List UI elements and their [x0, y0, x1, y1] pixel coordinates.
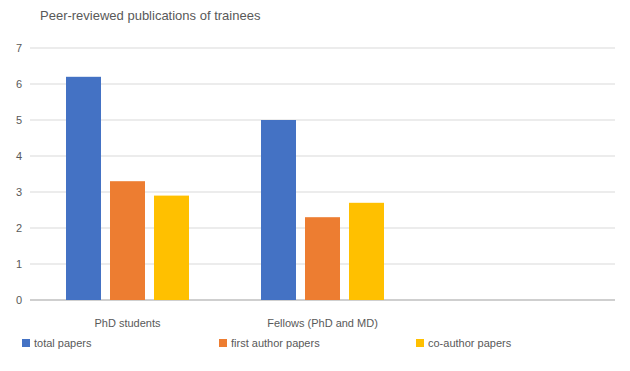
- y-tick-label: 2: [16, 222, 22, 234]
- bar: [349, 203, 384, 300]
- y-tick-label: 7: [16, 42, 22, 54]
- y-tick-label: 4: [16, 150, 22, 162]
- legend-swatch: [219, 339, 227, 347]
- chart-title: Peer-reviewed publications of trainees: [40, 8, 261, 23]
- y-tick-label: 3: [16, 186, 22, 198]
- y-tick-label: 1: [16, 258, 22, 270]
- legend-label: first author papers: [231, 337, 320, 349]
- legend-label: co-author papers: [428, 337, 512, 349]
- y-tick-label: 0: [16, 294, 22, 306]
- bar: [261, 120, 296, 300]
- legend-swatch: [416, 339, 424, 347]
- grid-line: [30, 120, 615, 121]
- bar: [66, 77, 101, 300]
- chart-container: Peer-reviewed publications of trainees 0 1…: [0, 0, 630, 371]
- chart-svg: Peer-reviewed publications of trainees 0 1…: [0, 0, 630, 371]
- bar: [110, 181, 145, 300]
- y-tick-label: 5: [16, 114, 22, 126]
- bar: [154, 196, 189, 300]
- legend-swatch: [22, 339, 30, 347]
- grid-line: [30, 48, 615, 49]
- legend-label: total papers: [34, 337, 92, 349]
- y-tick-label: 6: [16, 78, 22, 90]
- grid-line: [30, 84, 615, 85]
- x-tick-label: PhD students: [94, 317, 161, 329]
- grid-line: [30, 156, 615, 157]
- x-tick-label: Fellows (PhD and MD): [267, 317, 378, 329]
- bar: [305, 217, 340, 300]
- bars: [66, 77, 384, 300]
